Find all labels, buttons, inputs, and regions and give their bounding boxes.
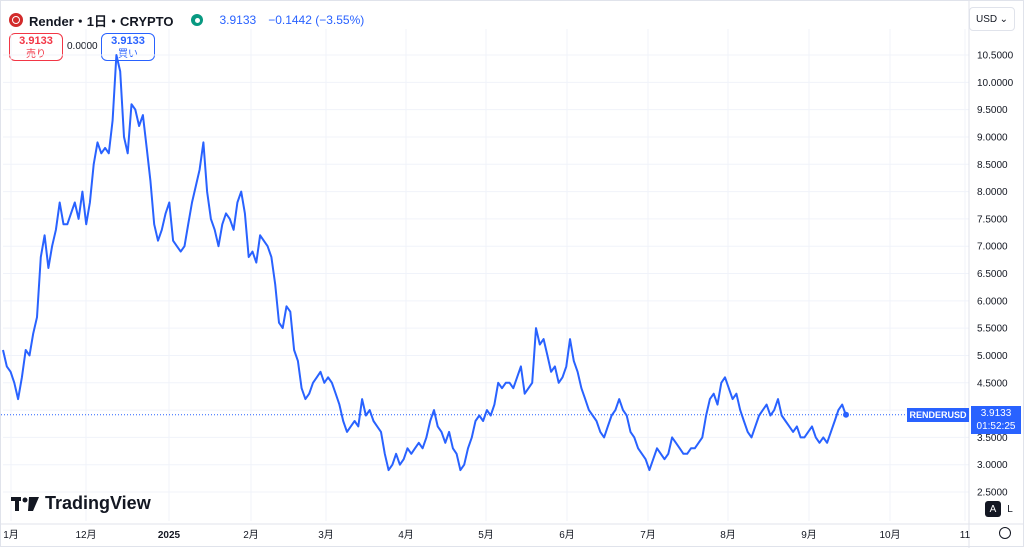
x-tick-label: 4月 bbox=[398, 529, 414, 541]
y-tick-label: 5.0000 bbox=[977, 351, 1008, 362]
market-status-icon[interactable] bbox=[191, 14, 204, 26]
x-tick-label: 2025 bbox=[158, 530, 181, 541]
x-tick-label: 1月 bbox=[3, 529, 19, 541]
y-tick-label: 10.0000 bbox=[977, 78, 1014, 89]
y-tick-label: 6.0000 bbox=[977, 296, 1008, 307]
buy-price: 3.9133 bbox=[111, 35, 145, 47]
bar-countdown: 01:52:25 bbox=[976, 421, 1016, 432]
x-tick-label: 10月 bbox=[879, 529, 900, 541]
tradingview-logo[interactable]: TradingView bbox=[11, 493, 151, 514]
x-axis: 1月 12月 2025 2月 3月 4月 5月 6月 7月 8月 9月 10月 11 bbox=[1, 523, 1024, 541]
symbol-price-tag: RENDERUSD bbox=[907, 408, 969, 422]
y-tick-label: 7.5000 bbox=[977, 214, 1008, 225]
gear-icon[interactable] bbox=[999, 527, 1011, 539]
y-tick-label: 2.5000 bbox=[977, 488, 1008, 499]
y-tick-label: 6.5000 bbox=[977, 269, 1008, 280]
y-tick-label: 8.0000 bbox=[977, 187, 1008, 198]
y-tick-label: 3.5000 bbox=[977, 433, 1008, 444]
x-tick-label: 2月 bbox=[243, 529, 259, 541]
y-tick-label: 9.5000 bbox=[977, 105, 1008, 116]
grid bbox=[3, 29, 969, 521]
chevron-down-icon: ⌄ bbox=[999, 13, 1008, 25]
render-logo-icon bbox=[9, 13, 23, 27]
x-tick-label: 12月 bbox=[75, 529, 96, 541]
sell-price: 3.9133 bbox=[19, 35, 53, 47]
x-tick-label: 5月 bbox=[478, 529, 494, 541]
y-tick-label: 9.0000 bbox=[977, 132, 1008, 143]
x-tick-label: 6月 bbox=[559, 529, 575, 541]
y-axis: 10.5000 10.0000 9.5000 9.0000 8.5000 8.0000 7.… bbox=[968, 1, 1014, 548]
header-change: −0.1442 (−3.55%) bbox=[268, 13, 365, 27]
spread-value: 0.0000 bbox=[67, 41, 98, 52]
log-scale-button[interactable]: L bbox=[1007, 503, 1013, 515]
header-price: 3.9133 bbox=[219, 13, 257, 27]
x-tick-label: 7月 bbox=[640, 529, 656, 541]
symbol-title[interactable]: Render・1日・CRYPTO bbox=[29, 13, 174, 29]
auto-scale-button[interactable]: A bbox=[985, 501, 1001, 517]
y-tick-label: 8.5000 bbox=[977, 160, 1008, 171]
y-tick-label: 4.5000 bbox=[977, 378, 1008, 389]
x-tick-label: 8月 bbox=[720, 529, 736, 541]
symbol-header: Render・1日・CRYPTO 3.9133 −0.1442 (−3.55%) bbox=[9, 11, 364, 29]
last-price-tag: 3.9133 01:52:25 bbox=[971, 406, 1021, 434]
y-tick-label: 10.5000 bbox=[977, 51, 1014, 62]
price-series-line bbox=[2, 54, 847, 472]
currency-label: USD bbox=[976, 13, 998, 25]
y-tick-label: 5.5000 bbox=[977, 324, 1008, 335]
y-tick-label: 3.0000 bbox=[977, 460, 1008, 471]
last-price-value: 3.9133 bbox=[980, 408, 1012, 419]
y-tick-label: 7.0000 bbox=[977, 242, 1008, 253]
x-tick-label: 9月 bbox=[801, 529, 817, 541]
x-tick-label: 3月 bbox=[318, 529, 334, 541]
x-tick-label: 11 bbox=[960, 530, 971, 541]
brand-name: TradingView bbox=[45, 493, 151, 513]
tradingview-logo-icon bbox=[11, 496, 39, 511]
last-point-marker bbox=[843, 411, 849, 418]
